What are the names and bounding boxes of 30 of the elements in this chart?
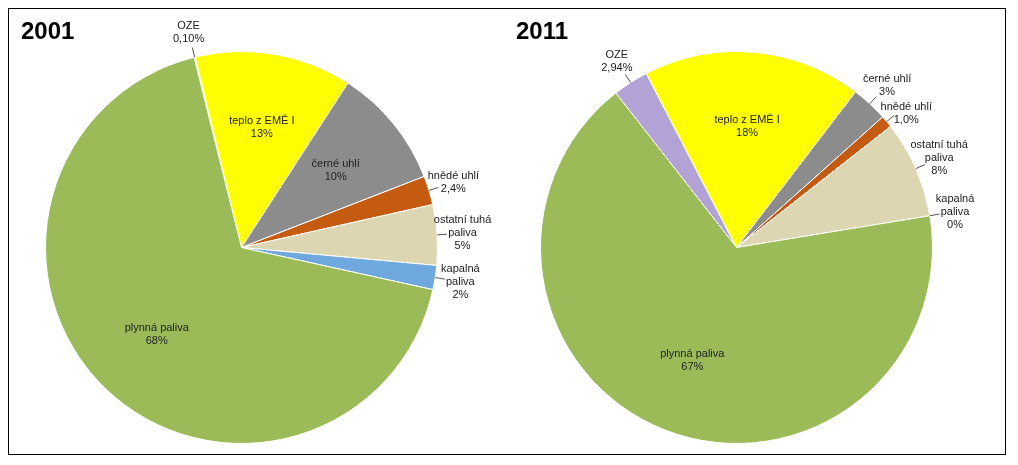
- data-label: 67%: [681, 360, 704, 373]
- slice-label: OZE: [177, 18, 200, 31]
- slice-label: teplo z EMĚ I: [229, 114, 295, 127]
- slice-label: plynná paliva: [124, 321, 190, 334]
- slice-label: OZE: [605, 47, 629, 60]
- data-label: 2,94%: [601, 60, 633, 73]
- slice-label: teplo z EMĚ I: [714, 112, 780, 125]
- slice-label: kapalná paliva: [441, 261, 481, 287]
- chart-title: 2001: [21, 17, 75, 45]
- slice-label: ostatní tuhá paliva: [433, 213, 493, 239]
- data-label: 1,0%: [893, 112, 920, 125]
- data-label: 2%: [452, 287, 469, 300]
- data-label: 10%: [324, 170, 347, 183]
- data-label: 8%: [931, 164, 948, 177]
- data-label: 3%: [879, 84, 896, 97]
- category-label: kapalná paliva: [935, 191, 975, 217]
- data-label: 68%: [145, 334, 168, 347]
- slice-label: černé uhlí: [311, 157, 360, 170]
- slice-label: hnědé uhlí: [427, 169, 480, 182]
- slice-label: ostatní tuhá paliva: [910, 138, 969, 164]
- text: 0%: [947, 217, 963, 230]
- chart-title: 2011: [516, 17, 569, 45]
- slice-label: hnědé uhlí: [880, 99, 932, 112]
- slice-label: plynná paliva: [660, 347, 726, 360]
- data-label: 0,10%: [172, 31, 205, 44]
- data-label: 5%: [454, 239, 471, 252]
- data-label: 2,4%: [440, 182, 467, 195]
- slice-label: černé uhlí: [862, 71, 912, 84]
- data-label: 18%: [736, 125, 759, 138]
- data-label: 13%: [250, 127, 274, 140]
